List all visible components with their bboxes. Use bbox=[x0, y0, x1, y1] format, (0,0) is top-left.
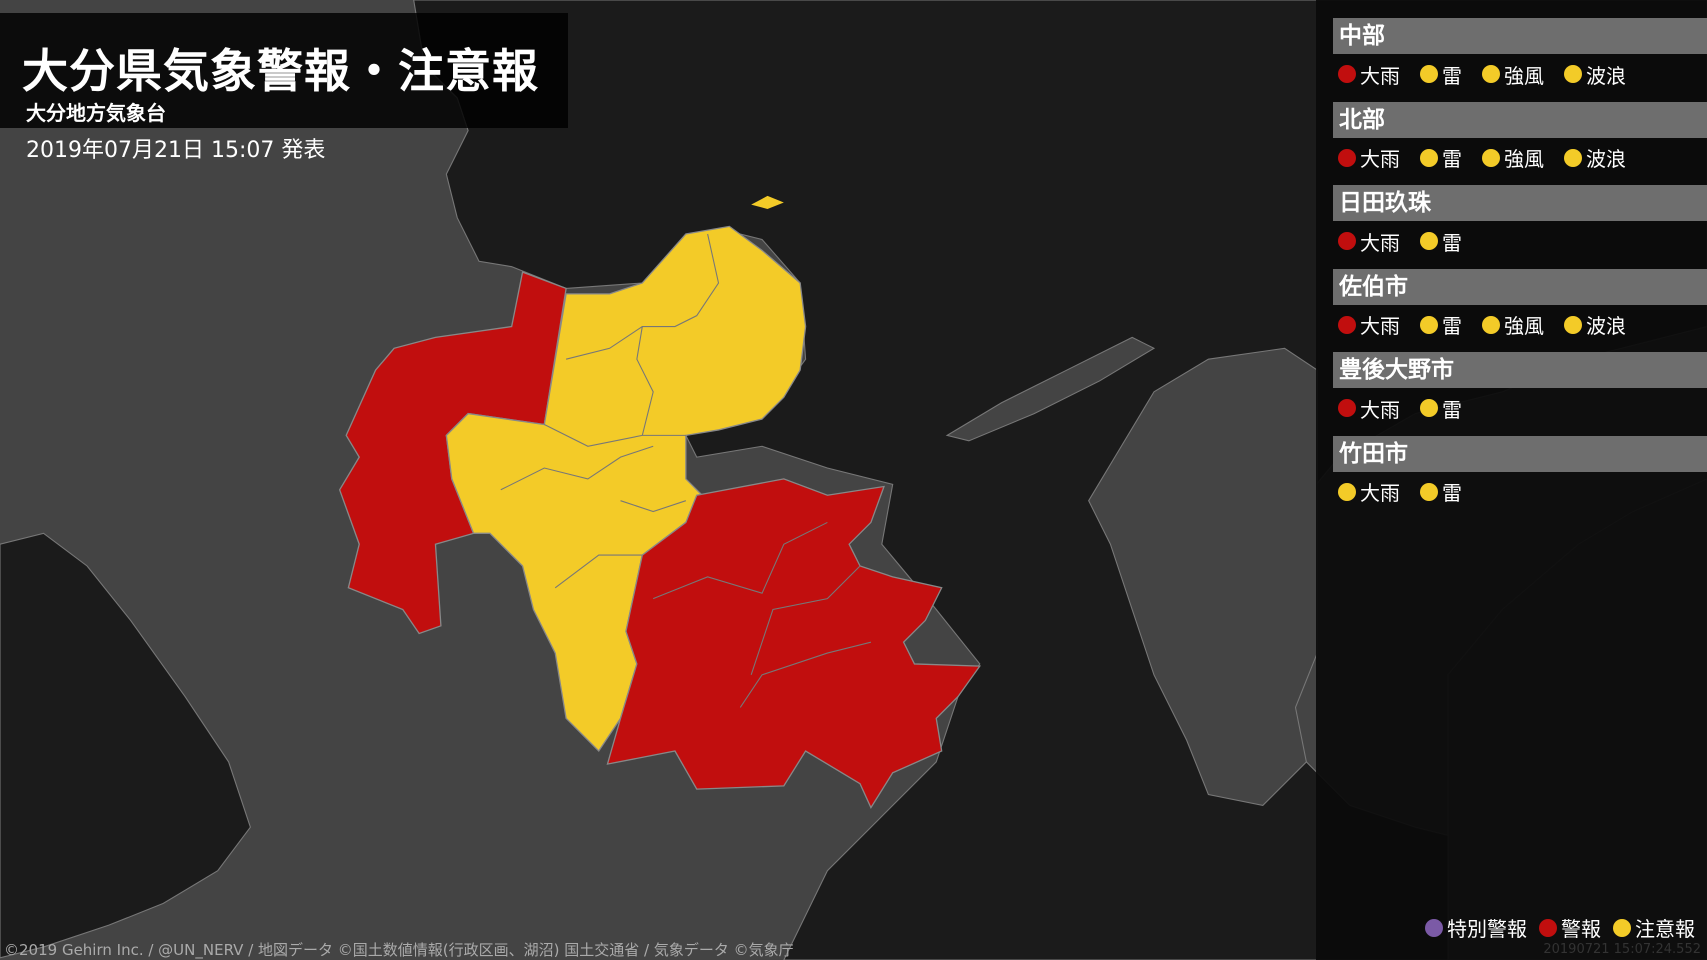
warning-item: 雷 bbox=[1420, 310, 1462, 339]
timestamp: 20190721 15:07:24.552 bbox=[1543, 942, 1701, 957]
region-items: 大雨 雷 bbox=[1333, 393, 1707, 423]
warning-item: 雷 bbox=[1420, 60, 1462, 89]
level-dot-icon bbox=[1564, 315, 1582, 334]
warning-item: 雷 bbox=[1420, 477, 1462, 506]
warning-label: 大雨 bbox=[1360, 397, 1400, 422]
legend-dot-icon bbox=[1425, 918, 1443, 937]
warning-label: 強風 bbox=[1504, 147, 1544, 171]
warning-item: 雷 bbox=[1420, 394, 1462, 423]
issued-time: 2019年07月21日 15:07 発表 bbox=[26, 138, 326, 163]
region-block: 中部大雨 雷 強風 波浪 bbox=[1333, 18, 1707, 89]
title-box: 大分県気象警報・注意報 大分地方気象台 bbox=[0, 13, 568, 128]
area-south-warning bbox=[606, 478, 982, 809]
level-dot-icon bbox=[1564, 65, 1582, 83]
warning-label: 大雨 bbox=[1360, 314, 1400, 338]
warning-label: 大雨 bbox=[1360, 230, 1400, 255]
warning-label: 雷 bbox=[1442, 397, 1462, 422]
region-block: 竹田市大雨 雷 bbox=[1333, 435, 1707, 507]
warning-label: 雷 bbox=[1442, 63, 1462, 88]
region-name: 竹田市 bbox=[1333, 435, 1707, 472]
level-dot-icon bbox=[1482, 315, 1500, 334]
region-name: 中部 bbox=[1333, 18, 1707, 54]
level-dot-icon bbox=[1482, 65, 1500, 83]
warning-item: 強風 bbox=[1482, 310, 1544, 339]
level-dot-icon bbox=[1420, 148, 1438, 167]
warning-item: 大雨 bbox=[1338, 227, 1400, 256]
region-block: 北部大雨 雷 強風 波浪 bbox=[1333, 101, 1707, 173]
warning-item: 大雨 bbox=[1338, 143, 1400, 172]
level-dot-icon bbox=[1338, 65, 1356, 83]
level-dot-icon bbox=[1482, 148, 1500, 167]
warning-item: 雷 bbox=[1420, 143, 1462, 172]
municipal-boundaries bbox=[500, 233, 872, 708]
legend-item: 警報 bbox=[1539, 913, 1601, 942]
sadamisaki-peninsula bbox=[945, 336, 1156, 442]
legend-label: 警報 bbox=[1561, 917, 1601, 941]
legend-item: 注意報 bbox=[1613, 913, 1695, 942]
warning-label: 強風 bbox=[1504, 314, 1544, 338]
region-block: 豊後大野市大雨 雷 bbox=[1333, 352, 1707, 423]
west-dark-sea bbox=[0, 532, 251, 959]
level-dot-icon bbox=[1338, 148, 1356, 167]
region-items: 大雨 雷 強風 波浪 bbox=[1333, 143, 1707, 173]
shikoku-land bbox=[1088, 347, 1318, 807]
warning-label: 波浪 bbox=[1586, 63, 1626, 88]
region-block: 日田玖珠大雨 雷 bbox=[1333, 185, 1707, 256]
credit: ©2019 Gehirn Inc. / @UN_NERV / 地図データ ©国土… bbox=[4, 941, 794, 959]
region-items: 大雨 雷 強風 波浪 bbox=[1333, 59, 1707, 89]
warning-label: 大雨 bbox=[1360, 63, 1400, 88]
level-dot-icon bbox=[1338, 232, 1356, 250]
legend-dot-icon bbox=[1539, 918, 1557, 937]
warning-label: 強風 bbox=[1504, 63, 1544, 88]
legend-item: 特別警報 bbox=[1425, 913, 1527, 942]
warning-label: 雷 bbox=[1442, 147, 1462, 171]
region-items: 大雨 雷 bbox=[1333, 477, 1707, 507]
region-items: 大雨 雷 bbox=[1333, 226, 1707, 256]
warning-item: 大雨 bbox=[1338, 394, 1400, 423]
region-name: 北部 bbox=[1333, 101, 1707, 138]
warning-item: 雷 bbox=[1420, 227, 1462, 256]
level-dot-icon bbox=[1420, 482, 1438, 501]
level-dot-icon bbox=[1420, 232, 1438, 250]
warning-item: 波浪 bbox=[1564, 60, 1626, 89]
region-name: 佐伯市 bbox=[1333, 268, 1707, 305]
warning-item: 強風 bbox=[1482, 143, 1544, 172]
issuer: 大分地方気象台 bbox=[26, 101, 166, 125]
warning-label: 雷 bbox=[1442, 230, 1462, 255]
level-dot-icon bbox=[1420, 399, 1438, 417]
legend: 特別警報 警報 注意報 bbox=[1413, 913, 1695, 942]
warning-label: 雷 bbox=[1442, 314, 1462, 338]
warning-item: 波浪 bbox=[1564, 143, 1626, 172]
legend-label: 注意報 bbox=[1635, 917, 1695, 941]
warning-item: 大雨 bbox=[1338, 60, 1400, 89]
region-name: 日田玖珠 bbox=[1333, 185, 1707, 221]
region-block: 佐伯市大雨 雷 強風 波浪 bbox=[1333, 268, 1707, 340]
region-items: 大雨 雷 強風 波浪 bbox=[1333, 310, 1707, 340]
warning-item: 強風 bbox=[1482, 60, 1544, 89]
warning-label: 波浪 bbox=[1586, 147, 1626, 171]
legend-dot-icon bbox=[1613, 918, 1631, 937]
region-name: 豊後大野市 bbox=[1333, 352, 1707, 388]
warning-item: 大雨 bbox=[1338, 477, 1400, 506]
warning-label: 波浪 bbox=[1586, 314, 1626, 338]
warning-item: 波浪 bbox=[1564, 310, 1626, 339]
page-title: 大分県気象警報・注意報 bbox=[22, 44, 539, 98]
warning-label: 大雨 bbox=[1360, 481, 1400, 505]
level-dot-icon bbox=[1338, 399, 1356, 417]
warning-label: 大雨 bbox=[1360, 147, 1400, 171]
level-dot-icon bbox=[1420, 65, 1438, 83]
legend-label: 特別警報 bbox=[1447, 917, 1527, 941]
warning-panel: 中部 大雨雷強風 波浪 北部 大雨雷強風 波浪 日田玖珠 大雨雷佐伯市 大雨雷強風 波浪 豊後大野市… bbox=[1316, 0, 1707, 960]
level-dot-icon bbox=[1564, 148, 1582, 167]
level-dot-icon bbox=[1338, 482, 1356, 501]
level-dot-icon bbox=[1420, 315, 1438, 334]
warning-item: 大雨 bbox=[1338, 310, 1400, 339]
warning-label: 雷 bbox=[1442, 481, 1462, 505]
level-dot-icon bbox=[1338, 315, 1356, 334]
